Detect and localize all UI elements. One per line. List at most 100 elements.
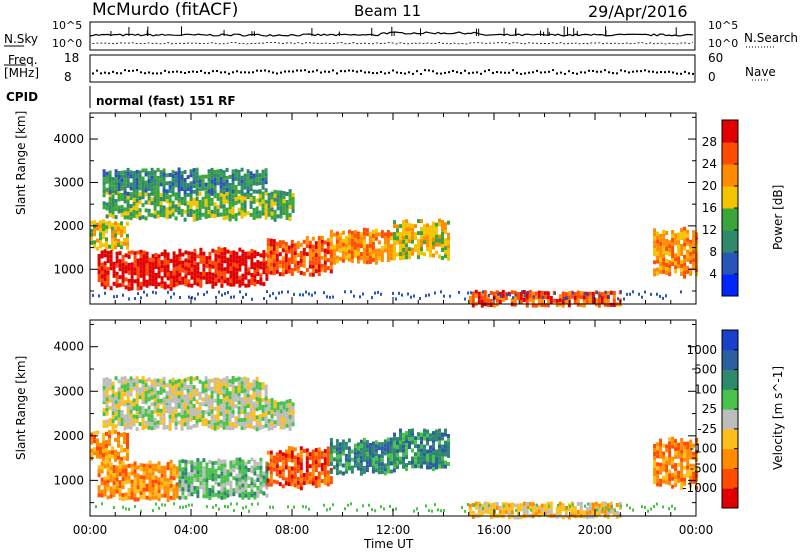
data-cell	[129, 174, 133, 179]
data-cell	[120, 376, 124, 381]
data-cell	[662, 245, 666, 250]
data-cell	[683, 445, 687, 450]
data-cell	[246, 393, 250, 398]
data-cell	[225, 191, 229, 196]
data-cell	[253, 471, 257, 476]
data-cell	[150, 191, 154, 196]
data-cell	[138, 182, 142, 187]
data-cell	[272, 455, 276, 460]
data-cell	[368, 459, 372, 463]
data-cell	[576, 294, 580, 299]
data-cell	[151, 463, 155, 468]
data-cell	[207, 189, 211, 194]
data-cell	[105, 171, 109, 176]
data-cell	[393, 448, 396, 453]
data-cell	[138, 212, 142, 217]
data-cell	[129, 208, 133, 213]
data-cell	[273, 412, 277, 417]
noise-cell	[242, 295, 244, 299]
noise-cell	[122, 505, 124, 509]
data-cell	[141, 400, 145, 405]
data-cell	[220, 279, 224, 284]
data-cell	[273, 424, 277, 429]
data-cell	[126, 241, 129, 246]
data-cell	[288, 427, 292, 431]
data-cell	[117, 439, 120, 444]
data-cell	[677, 252, 681, 257]
data-cell	[653, 452, 657, 456]
data-cell	[426, 453, 429, 458]
data-cell	[159, 170, 163, 175]
data-cell	[178, 256, 182, 261]
data-cell	[108, 193, 112, 198]
data-cell	[210, 405, 214, 410]
freq-point	[208, 72, 210, 75]
data-cell	[308, 272, 312, 277]
data-cell	[184, 467, 188, 472]
data-cell	[115, 469, 119, 474]
noise-cell	[494, 509, 496, 513]
data-cell	[665, 468, 669, 473]
data-cell	[90, 456, 93, 461]
data-cell	[386, 457, 390, 462]
data-cell	[103, 480, 107, 485]
data-cell	[441, 224, 444, 228]
data-cell	[329, 454, 333, 458]
data-cell	[311, 260, 315, 265]
data-cell	[154, 264, 158, 269]
data-cell	[432, 245, 435, 250]
data-cell	[123, 414, 127, 419]
data-cell	[261, 181, 265, 186]
data-cell	[480, 295, 484, 300]
data-cell	[252, 425, 256, 430]
data-cell	[262, 266, 266, 271]
noise-cell	[656, 502, 658, 506]
freq-point	[472, 71, 474, 74]
data-cell	[157, 461, 161, 466]
data-cell	[205, 486, 209, 491]
data-cell	[380, 234, 384, 239]
data-cell	[253, 282, 257, 287]
x-tick-label: 20:00	[578, 523, 613, 537]
data-cell	[256, 252, 260, 256]
data-cell	[287, 249, 291, 254]
freq-point	[352, 69, 354, 72]
data-cell	[288, 411, 292, 415]
data-cell	[235, 251, 239, 256]
data-cell	[175, 494, 179, 499]
data-cell	[213, 389, 217, 394]
data-cell	[680, 268, 684, 272]
freq-point	[252, 71, 254, 74]
data-cell	[130, 266, 134, 271]
data-cell	[305, 468, 309, 473]
data-cell	[256, 466, 260, 470]
data-cell	[253, 262, 257, 267]
data-cell	[153, 398, 157, 403]
data-cell	[220, 271, 224, 276]
data-cell	[311, 248, 315, 253]
data-cell	[255, 380, 259, 385]
data-cell	[513, 294, 517, 299]
data-cell	[270, 414, 274, 419]
data-cell	[106, 471, 110, 476]
data-cell	[396, 252, 399, 257]
noise-cell	[392, 291, 394, 295]
data-cell	[168, 210, 172, 215]
data-cell	[393, 252, 396, 257]
data-cell	[603, 294, 607, 299]
data-cell	[259, 261, 263, 266]
data-cell	[229, 258, 233, 263]
data-cell	[129, 196, 133, 201]
data-cell	[389, 441, 393, 446]
data-cell	[677, 474, 681, 479]
data-cell	[365, 440, 369, 445]
freq-point	[284, 70, 286, 73]
data-cell	[558, 294, 562, 299]
data-cell	[201, 200, 205, 205]
data-cell	[231, 384, 235, 388]
data-cell	[350, 246, 354, 251]
data-cell	[299, 466, 303, 471]
noise-cell	[665, 294, 667, 298]
noise-cell	[500, 294, 502, 298]
data-cell	[299, 450, 303, 455]
